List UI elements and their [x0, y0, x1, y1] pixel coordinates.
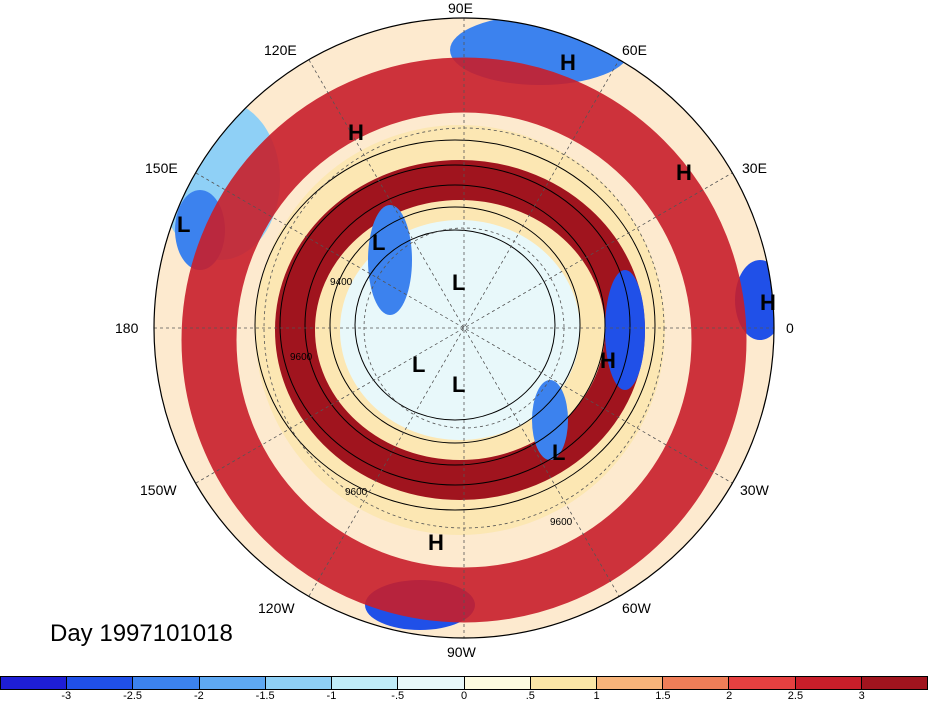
pressure-center-label: H	[760, 290, 776, 315]
colorbar-swatch	[663, 677, 730, 689]
pressure-center-label: L	[452, 270, 465, 295]
pressure-center-label: L	[372, 230, 385, 255]
blue-anomaly	[368, 205, 412, 315]
colorbar-swatch	[795, 677, 862, 689]
colorbar-swatch	[464, 677, 531, 689]
longitude-label-90e: 90E	[448, 0, 473, 16]
colorbar-swatch	[1, 677, 68, 689]
longitude-label-180: 180	[115, 320, 139, 336]
longitude-label-60w: 60W	[622, 600, 651, 616]
pressure-center-label: L	[412, 352, 425, 377]
date-label: Day 1997101018	[50, 620, 233, 647]
colorbar-tick-label: 3	[858, 690, 865, 702]
colorbar-ticks: -3 -2.5 -2 -1.5 -1 -.5 0 .5 1 1.5 2 2.5 3	[0, 690, 928, 702]
longitude-label-60e: 60E	[622, 42, 647, 58]
pressure-center-label: H	[428, 530, 444, 555]
blue-anomaly	[605, 270, 645, 390]
colorbar	[0, 676, 928, 690]
pressure-center-label: H	[600, 348, 616, 373]
pressure-center-label: H	[560, 50, 576, 75]
contour-label: 9400	[330, 277, 353, 288]
longitude-label-150w: 150W	[140, 482, 177, 498]
colorbar-swatch	[332, 677, 399, 689]
pressure-center-label: L	[177, 212, 190, 237]
colorbar-tick-label: -.5	[391, 690, 405, 702]
colorbar-swatch	[133, 677, 200, 689]
colorbar-swatch	[398, 677, 465, 689]
colorbar-swatch	[530, 677, 597, 689]
longitude-label-30w: 30W	[740, 482, 769, 498]
contour-labels: 9600 9600 9600 9400	[290, 277, 573, 528]
colorbar-tick-label: 0	[460, 690, 468, 702]
contour-label: 9600	[290, 352, 313, 363]
map-border	[153, 17, 775, 639]
longitude-label-30e: 30E	[742, 160, 767, 176]
longitude-label-120w: 120W	[258, 600, 295, 616]
colorbar-tick-label: 2	[726, 690, 733, 702]
graticule	[154, 18, 774, 638]
colorbar-swatch	[265, 677, 333, 689]
colorbar-tick-label: .5	[525, 690, 535, 702]
height-contours	[254, 139, 656, 511]
colorbar-swatch	[596, 677, 664, 689]
colorbar-tick-label: -3	[61, 690, 72, 702]
longitude-label-150e: 150E	[145, 160, 178, 176]
colorbar-tick-label: 1.5	[655, 690, 671, 702]
pressure-center-label: H	[676, 160, 692, 185]
pressure-center-label: L	[552, 440, 565, 465]
colorbar-tick-label: -1	[326, 690, 337, 702]
longitude-label-120e: 120E	[264, 42, 297, 58]
pressure-center-label: L	[452, 372, 465, 397]
longitude-label-90w: 90W	[447, 644, 476, 660]
colorbar-swatch	[67, 677, 134, 689]
contour-label: 9600	[550, 517, 573, 528]
colorbar-tick-label: -2.5	[123, 690, 143, 702]
colorbar-swatch	[729, 677, 796, 689]
longitude-label-0: 0	[786, 320, 794, 336]
polar-map: H H H H L L L L L H L H 9600 9600 9600 9…	[153, 17, 776, 639]
colorbar-swatch	[199, 677, 266, 689]
colorbar-tick-label: -2	[193, 690, 204, 702]
contour-label: 9600	[345, 487, 368, 498]
pressure-centers: H H H H L L L L L H L H	[177, 50, 776, 555]
pressure-center-label: H	[348, 120, 364, 145]
colorbar-tick-label: -1.5	[255, 690, 275, 702]
colorbar-tick-label: 1	[593, 690, 600, 702]
colorbar-swatch	[861, 677, 928, 689]
colorbar-tick-label: 2.5	[787, 690, 804, 702]
